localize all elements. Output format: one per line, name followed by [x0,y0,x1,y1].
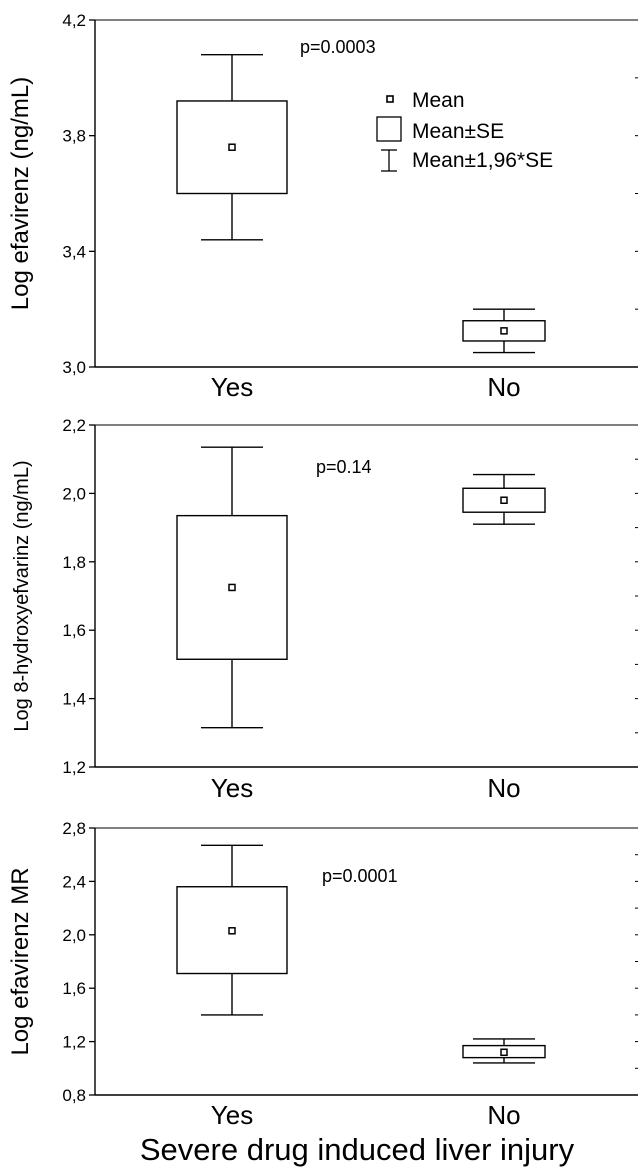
box-yes [176,54,288,241]
y-tick-label: 2,2 [62,416,86,435]
mean-marker-no [500,496,508,504]
y-tick-label: 3,4 [62,242,86,261]
mean-marker-no [500,327,508,335]
chart-panel-2: 1,2 1,4 1,6 1,8 2,0 2,2 Log 8-hydroxyefvarinz … [11,416,638,803]
x-category-label-yes: Yes [211,372,253,402]
x-category-label-yes: Yes [211,773,253,803]
x-category-label-no: No [487,773,520,803]
p-value-annotation: p=0.0003 [300,37,376,57]
legend-se-label: Mean±SE [412,120,504,143]
mean-marker-yes [228,143,236,151]
y-tick-label: 2,8 [62,819,86,838]
y-axis-label: Log 8-hydroxyefvarinz (ng/mL) [11,460,33,731]
chart-panel-3: 0,8 1,2 1,6 2,0 2,4 2,8 Log efavirenz MR Yes No p… [7,819,638,1130]
mean-marker-yes [228,583,236,592]
x-category-label-yes: Yes [211,1100,253,1130]
box-no [462,473,546,525]
legend-mean-label: Mean [412,89,465,112]
y-tick-label: 3,8 [62,127,86,146]
legend-mean-marker [386,95,394,103]
x-category-label-no: No [487,372,520,402]
chart-panel-1: 3,0 3,4 3,8 4,2 Log efavirenz (ng/mL) Yes No p=… [7,11,638,402]
y-tick-label: 1,2 [62,1033,86,1052]
y-tick-label: 1,2 [62,758,86,777]
mean-marker-no [500,1048,508,1057]
legend-se-marker [376,116,402,142]
p-value-annotation: p=0.14 [316,457,372,477]
y-axis-label: Log efavirenz (ng/mL) [7,77,34,310]
y-tick-label: 1,6 [62,979,86,998]
legend-ci-label: Mean±1,96*SE [412,149,553,172]
y-tick-label: 2,4 [62,872,86,891]
y-tick-label: 1,6 [62,621,86,640]
x-axis-title: Severe drug induced liver injury [140,1132,575,1167]
y-tick-label: 2,0 [62,484,86,503]
box-no [462,308,546,354]
y-axis-label: Log efavirenz MR [7,867,34,1055]
p-value-annotation: p=0.0001 [322,866,398,886]
box-no [462,1038,546,1064]
y-tick-label: 3,0 [62,358,86,377]
box-yes [176,844,288,1016]
mean-marker-yes [228,927,236,935]
y-tick-label: 2,0 [62,926,86,945]
y-tick-label: 1,4 [62,690,86,709]
y-tick-label: 4,2 [62,11,86,30]
x-category-label-no: No [487,1100,520,1130]
box-yes [176,446,288,729]
y-tick-label: 1,8 [62,553,86,572]
y-tick-label: 0,8 [62,1086,86,1105]
legend: Mean Mean±SE Mean±1,96*SE [376,89,553,172]
